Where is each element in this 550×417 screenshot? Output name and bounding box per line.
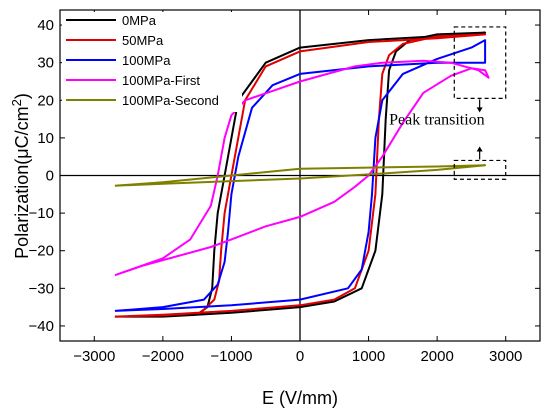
- series-line-100mpa-second: [114, 164, 487, 187]
- y-tick-label: 40: [37, 17, 54, 34]
- legend-label-100mpa-first: 100MPa-First: [122, 73, 200, 88]
- arrow-down-head: [476, 107, 483, 113]
- x-tick-label: −1000: [210, 348, 252, 365]
- y-tick-label: −10: [29, 205, 54, 222]
- highlight-box-bottom: [453, 159, 507, 180]
- y-tick-label: 10: [37, 130, 54, 147]
- x-tick-label: 1000: [352, 348, 385, 365]
- y-tick-label: 20: [37, 92, 54, 109]
- series-line-100mpa: [114, 39, 487, 312]
- series-line-0mpa: [114, 31, 487, 318]
- series-line-50mpa: [114, 33, 487, 318]
- y-tick-label: −40: [29, 318, 54, 335]
- arrow-up-head: [476, 146, 483, 152]
- y-tick-label: −30: [29, 280, 54, 297]
- series-lines: [114, 31, 490, 318]
- legend: 0MPa 50MPa 100MPa 100MPa-First 100MPa-Second: [62, 12, 242, 112]
- x-tick-label: −3000: [73, 348, 115, 365]
- zero-axes: [60, 10, 540, 341]
- legend-label-100mpa: 100MPa: [122, 53, 171, 68]
- x-tick-label: 2000: [420, 348, 453, 365]
- peak-transition-annotation: Peak transition: [389, 26, 507, 180]
- legend-label-50mpa: 50MPa: [122, 33, 164, 48]
- x-axis-label: E (V/mm): [262, 388, 338, 408]
- axis-tick-labels: −3000 −2000 −1000 0 1000 2000 3000 −40 −30 −20 −10…: [29, 17, 523, 365]
- y-axis-label-close: ): [12, 93, 32, 99]
- peak-transition-label: Peak transition: [389, 112, 485, 129]
- y-tick-label: 0: [46, 168, 54, 185]
- y-tick-label: 30: [37, 55, 54, 72]
- x-tick-label: 3000: [489, 348, 522, 365]
- series-line-100mpa-first: [114, 59, 490, 277]
- y-axis-label-main: Polarization(μC/cm: [12, 106, 32, 258]
- legend-label-100mpa-second: 100MPa-Second: [122, 93, 219, 108]
- y-axis-label: Polarization(μC/cm2): [9, 93, 32, 259]
- y-tick-label: −20: [29, 243, 54, 260]
- legend-background: [62, 12, 242, 112]
- highlight-box-top: [453, 26, 507, 99]
- legend-label-0mpa: 0MPa: [122, 13, 157, 28]
- x-tick-label: 0: [296, 348, 304, 365]
- x-tick-label: −2000: [142, 348, 184, 365]
- y-axis-label-superscript: 2: [9, 99, 24, 106]
